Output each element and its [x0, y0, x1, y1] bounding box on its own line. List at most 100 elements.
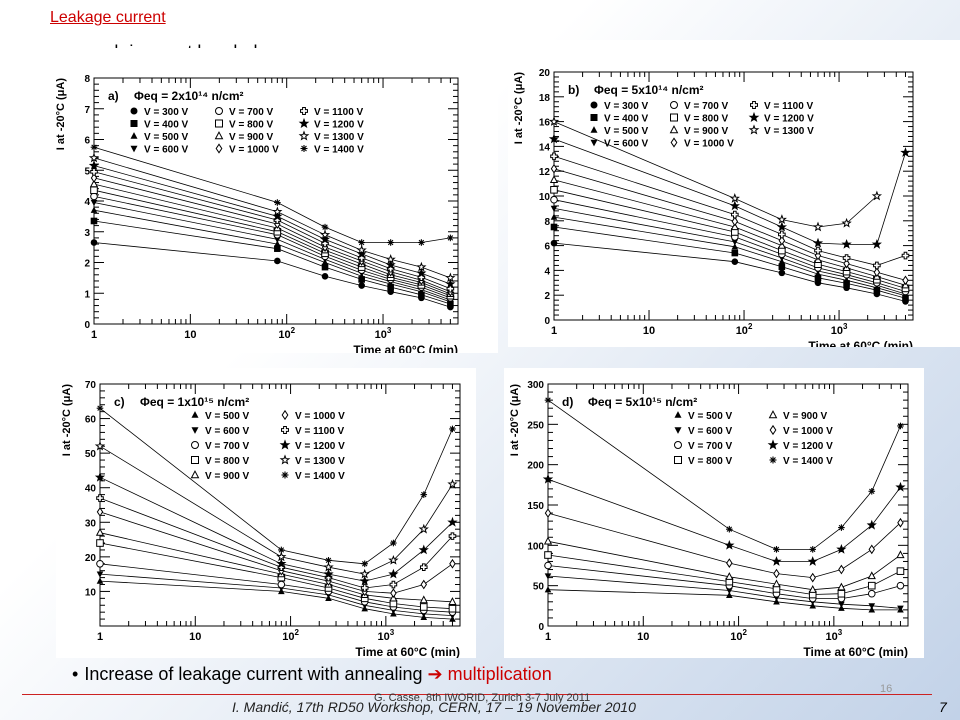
legend-marker	[130, 107, 138, 115]
legend-item: V = 1000 V	[769, 424, 833, 437]
legend-marker	[281, 471, 289, 479]
legend-label: V = 900 V	[229, 132, 274, 143]
legend-item: V = 600 V	[590, 139, 649, 150]
data-point	[543, 536, 553, 545]
series-line	[99, 573, 453, 616]
legend-item: V = 1000 V	[215, 143, 279, 156]
data-point	[868, 487, 876, 495]
legend-item: V = 700 V	[670, 101, 729, 112]
data-point	[90, 217, 98, 225]
series-700v	[90, 192, 455, 302]
legend-marker	[300, 145, 308, 152]
data-point	[544, 396, 552, 404]
legend-item: V = 600 V	[130, 145, 189, 156]
legend: V = 500 V V = 600 V V = 700 V V = 800 V V = …	[190, 409, 345, 482]
x-tick-label: 103	[826, 628, 843, 643]
data-point	[447, 478, 458, 489]
series-line	[553, 189, 906, 289]
series-line	[99, 497, 453, 589]
data-point	[731, 249, 739, 257]
legend-label: V = 900 V	[205, 471, 250, 482]
data-point	[726, 558, 733, 568]
data-point	[278, 546, 285, 554]
legend-marker	[674, 411, 682, 418]
chart-panel-c: 1 10 102 103 10 20 30 40 50 60 70 I at -20°C (μA) Ti…	[56, 368, 476, 658]
legend-marker	[670, 101, 678, 109]
data-point	[873, 267, 881, 278]
y-tick-label: 14	[539, 142, 551, 153]
legend-label: V = 500 V	[205, 411, 250, 422]
data-point	[385, 259, 396, 270]
series-line	[93, 196, 451, 299]
series-600v	[96, 571, 456, 620]
data-point	[838, 564, 845, 575]
legend-marker	[191, 456, 199, 464]
series-line	[553, 179, 906, 286]
data-point	[896, 550, 905, 559]
data-point	[550, 195, 558, 204]
y-axis-label: I at -20°C (μA)	[513, 72, 525, 145]
legend-label: V = 1000 V	[783, 426, 833, 437]
legend-label: V = 800 V	[205, 456, 250, 467]
legend-item: V = 1200 V	[748, 111, 814, 125]
legend-marker	[674, 441, 682, 449]
legend-label: V = 700 V	[229, 107, 274, 118]
legend-marker	[130, 132, 138, 139]
legend-item: V = 700 V	[215, 107, 274, 118]
legend-item: V = 1000 V	[670, 137, 734, 150]
series-1300v	[548, 116, 883, 232]
legend-label: V = 1400 V	[783, 456, 833, 467]
legend-item: V = 700 V	[191, 441, 250, 452]
y-tick-label: 60	[85, 415, 97, 426]
data-point	[448, 597, 457, 605]
data-point	[778, 230, 786, 239]
legend-label: V = 1200 V	[783, 441, 833, 452]
data-point	[88, 152, 100, 163]
data-point	[359, 568, 370, 579]
data-point	[420, 579, 428, 590]
legend-item: V = 500 V	[191, 411, 250, 422]
footer-overlay-citation: G. Casse, 8th IWORID, Zurich 3-7 July 20…	[374, 692, 591, 704]
chart-d: 1 10 102 103 0 50 100 150 200 250 300 I at -20°C (μ…	[509, 380, 909, 658]
chart-c: 1 10 102 103 10 20 30 40 50 60 70 I at -20°C (μA) Ti…	[61, 380, 461, 658]
legend-label: V = 700 V	[688, 441, 733, 452]
y-tick-label: 100	[527, 541, 544, 552]
x-tick-label: 10	[189, 631, 201, 643]
data-point	[901, 251, 910, 260]
data-point	[773, 546, 780, 553]
chart-b: 1 10 102 103 0 2 4 6 8 10 12 14 16 18 20 I at -20°C (μA…	[513, 68, 914, 347]
data-point	[385, 254, 396, 264]
data-point	[321, 263, 329, 271]
legend-marker	[590, 126, 598, 133]
legend-item: V = 1400 V	[281, 471, 345, 482]
y-tick-label: 7	[84, 105, 90, 116]
legend-label: V = 1200 V	[295, 441, 345, 452]
data-point	[448, 604, 457, 613]
legend-item: V = 1400 V	[769, 456, 833, 467]
data-point	[544, 573, 552, 580]
chart-title: Φeq = 5x10¹⁵ n/cm²	[588, 395, 697, 409]
legend-item: V = 400 V	[590, 114, 649, 125]
footer-divider	[22, 694, 932, 695]
data-point	[868, 544, 876, 555]
y-tick-label: 8	[544, 217, 550, 228]
data-point	[897, 422, 904, 430]
data-point	[419, 595, 428, 604]
panel-label: c)	[114, 395, 125, 409]
y-tick-label: 18	[539, 93, 551, 104]
series-800v	[544, 551, 905, 599]
series-1200v	[88, 160, 456, 289]
x-axis-ticks	[553, 72, 914, 320]
data-point	[390, 539, 397, 547]
data-point	[358, 239, 365, 246]
legend-item: V = 400 V	[130, 120, 189, 131]
data-point	[871, 238, 882, 249]
data-point	[778, 269, 786, 277]
x-axis-ticks	[547, 384, 909, 626]
arrow-right-icon: ➔	[427, 664, 443, 684]
data-point	[841, 239, 852, 249]
series-line	[547, 399, 901, 550]
data-point	[772, 579, 781, 588]
legend-label: V = 1000 V	[295, 411, 345, 422]
legend-marker	[769, 456, 777, 464]
